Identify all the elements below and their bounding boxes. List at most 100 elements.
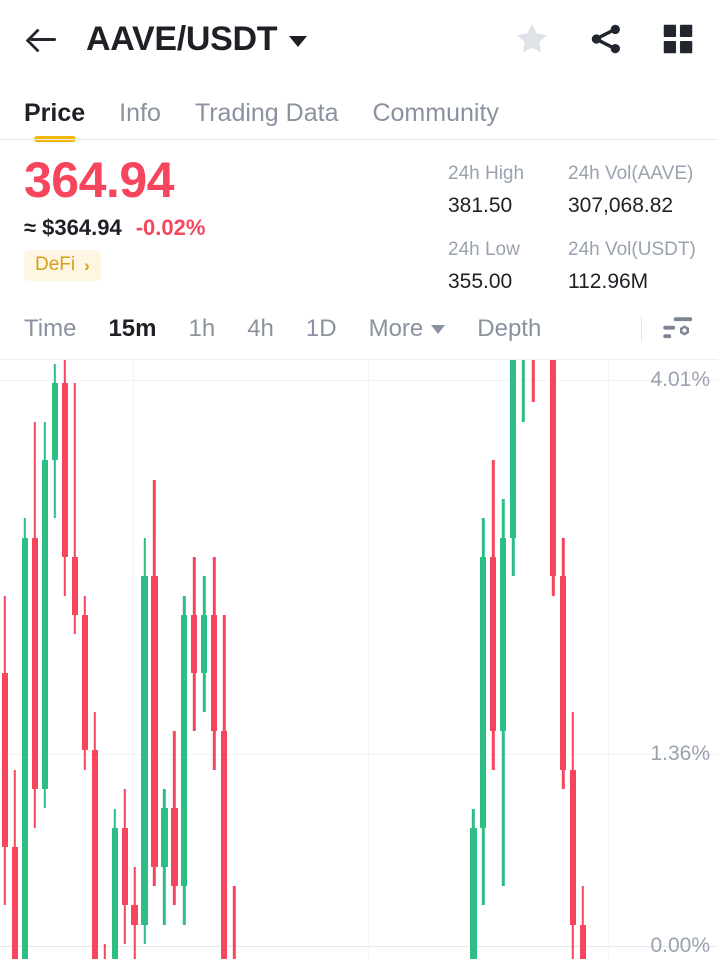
back-arrow-icon [28,28,58,50]
candlestick [579,885,587,959]
candlestick [181,595,188,925]
chart-settings-button[interactable] [662,314,696,344]
defi-tag-label: DeFi [35,254,76,275]
tabs-divider [0,139,718,140]
chart-gridline-horizontal [0,946,718,948]
candlestick [570,711,577,959]
tab-price[interactable]: Price [24,99,85,140]
candlestick [21,518,28,959]
stat-value: 112.96M [568,269,649,293]
candlestick [141,537,148,944]
candle-body [480,556,487,828]
candlestick [201,576,208,712]
back-button[interactable] [20,16,66,62]
candlestick [102,943,108,959]
candlestick [530,360,536,403]
candle-body [570,769,577,925]
candle-body [470,827,477,959]
candle-body [11,847,19,959]
candlestick [1,595,9,906]
chevron-right-icon: › [84,255,90,275]
candle-body [490,556,497,732]
header-actions [512,20,696,58]
tf-time[interactable]: Time [24,315,77,342]
candle-body [131,905,138,925]
approx-fiat-price: ≈ $364.94 [24,215,122,240]
candle-body [51,382,58,461]
candlestick [231,885,237,959]
tf-1d[interactable]: 1D [305,315,337,342]
last-price: 364.94 [24,152,174,208]
chart-gridline-vertical [368,360,369,959]
candle-body [211,615,218,732]
tab-info[interactable]: Info [119,99,161,127]
candlestick [510,360,517,577]
candle-body [111,827,118,959]
candle-body [81,615,88,751]
defi-tag-button[interactable]: DeFi › [24,250,101,281]
candlestick [11,769,19,959]
grid-menu-icon [663,24,693,54]
tf-depth[interactable]: Depth [477,315,542,342]
stat-label: 24h Vol(USDT) [568,239,696,261]
tf-4h[interactable]: 4h [247,315,274,342]
candle-body [31,537,38,790]
candlestick [121,789,128,944]
stat-24h-low: 24h Low 355.00 [448,236,568,298]
tf-more[interactable]: More [369,315,446,343]
stat-24h-vol-quote: 24h Vol(USDT) 112.96M [568,236,708,298]
candle-body [151,576,158,867]
tf-1h[interactable]: 1h [188,315,216,342]
stat-label: 24h Vol(AAVE) [568,163,694,184]
candle-wick [581,885,585,959]
candle-body [181,615,188,886]
candlestick [211,556,218,770]
candlestick [41,421,48,809]
candlestick [171,731,178,906]
price-subrow: ≈ $364.94 -0.02% [24,215,205,241]
tf-15m[interactable]: 15m [108,315,157,342]
candle-body [201,615,208,674]
candlestick [470,808,477,959]
share-icon [591,24,620,54]
stats-row-bottom: 24h Low 355.00 24h Vol(USDT) 112.96M [448,236,708,298]
candlestick [161,789,168,925]
y-axis-label: 4.01% [650,368,710,391]
page-title: AAVE/USDT [86,19,278,58]
timeframe-bar: Time 15m 1h 4h 1D More Depth [0,298,718,360]
candle-body [141,576,148,925]
stat-value: 355.00 [448,269,513,293]
stats-row-top: 24h High 381.50 24h Vol(AAVE) 307,068.82 [448,160,708,222]
candlestick [111,808,118,959]
candlestick [480,518,487,906]
candle-body [121,827,128,906]
candlestick [61,360,68,596]
candle-body [61,382,68,557]
candle-wick [103,943,106,959]
candlestick [51,363,58,519]
chart-gridline-vertical [133,360,134,959]
more-apps-button[interactable] [660,21,696,57]
candle-body [1,673,9,848]
candle-wick [233,885,236,959]
candle-body [221,731,228,959]
tab-community[interactable]: Community [372,99,499,127]
y-axis-label: 1.36% [650,742,710,766]
candle-body [91,750,98,959]
candlestick [520,360,526,422]
chevron-down-icon [289,36,308,47]
candle-body [500,537,507,732]
y-axis-label: 0.00% [650,934,710,958]
star-icon [517,24,547,53]
candlestick [191,556,198,732]
pair-selector[interactable]: AAVE/USDT [86,19,308,59]
candlestick-chart[interactable]: BINANCE @Yi Xi Bullish 4.01%1.36%0.00%-1… [0,360,718,959]
chart-gridline-vertical [608,360,609,959]
tab-trading-data[interactable]: Trading Data [194,99,339,127]
share-button[interactable] [588,21,624,57]
favorite-button[interactable] [512,20,552,58]
chart-gridline-horizontal [0,380,718,381]
candlestick [221,615,228,959]
candle-body [41,460,48,790]
